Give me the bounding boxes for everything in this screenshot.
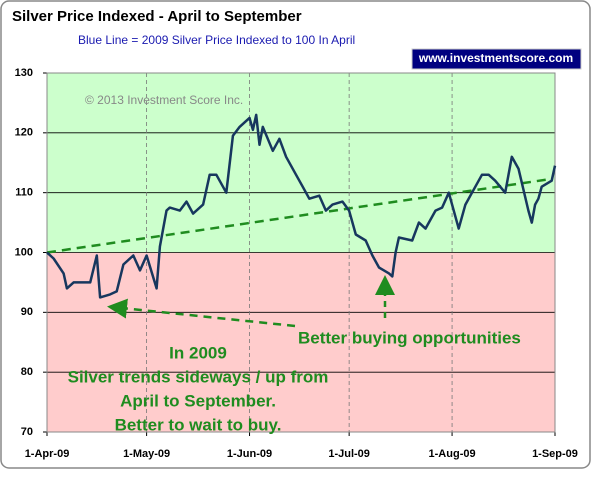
y-tick-label: 80 <box>21 366 33 378</box>
note-line: In 2009 <box>169 343 227 362</box>
x-tick-label: 1-Apr-09 <box>25 448 70 460</box>
trend-line <box>46 177 552 254</box>
note-line: Better to wait to buy. <box>115 415 282 434</box>
y-tick-label: 70 <box>21 426 33 438</box>
copyright: © 2013 Investment Score Inc. <box>85 93 243 107</box>
y-tick-label: 100 <box>15 246 33 258</box>
note-line: Silver trends sideways / up from <box>68 367 329 386</box>
annotation: Better buying opportunities <box>298 328 521 347</box>
x-tick-label: 1-Aug-09 <box>429 448 476 460</box>
chart-subtitle: Blue Line = 2009 Silver Price Indexed to… <box>78 33 355 47</box>
y-tick-label: 110 <box>15 187 33 199</box>
y-tick-label: 120 <box>15 127 33 139</box>
x-tick-label: 1-May-09 <box>123 448 170 460</box>
zone-below <box>47 252 555 432</box>
zone-above <box>47 73 555 253</box>
x-tick-label: 1-Jun-09 <box>227 448 272 460</box>
x-tick-label: 1-Jul-09 <box>328 448 370 460</box>
note-line: April to September. <box>120 391 276 410</box>
badge <box>411 48 582 70</box>
y-tick-label: 130 <box>15 67 33 79</box>
x-tick-label: 1-Sep-09 <box>532 448 578 460</box>
y-tick-label: 90 <box>21 306 33 318</box>
price-line <box>46 113 557 299</box>
chart-title: Silver Price Indexed - April to Septembe… <box>12 8 302 25</box>
badge-text: www.investmentscore.com <box>418 51 573 65</box>
arrow <box>107 298 296 328</box>
